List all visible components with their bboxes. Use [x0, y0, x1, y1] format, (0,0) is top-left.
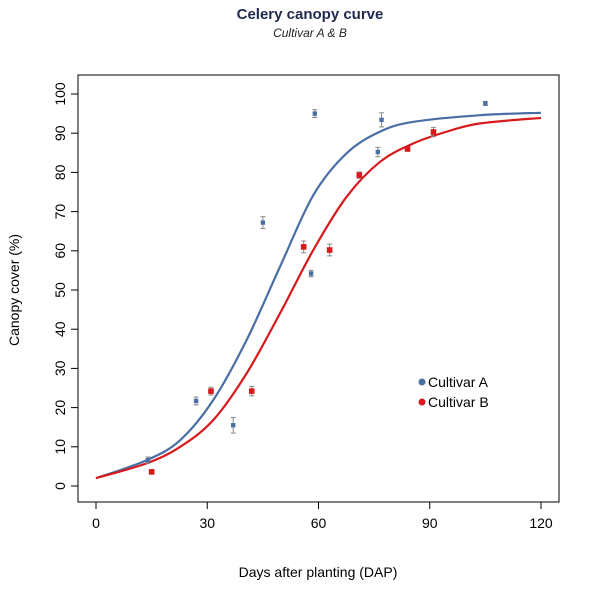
- point-marker: [404, 146, 411, 152]
- data-point-cultivar-b: [208, 386, 214, 396]
- y-axis-label: Canopy cover (%): [6, 234, 22, 346]
- legend-label: Cultivar A: [428, 374, 489, 390]
- x-tick-label: 0: [92, 515, 100, 531]
- y-tick-label: 70: [52, 204, 68, 220]
- data-point-cultivar-a: [230, 416, 236, 434]
- point-marker: [148, 469, 155, 475]
- point-marker: [326, 247, 333, 253]
- point-marker: [193, 398, 199, 404]
- point-marker: [260, 220, 266, 225]
- x-tick-label: 60: [311, 515, 327, 531]
- y-tick-label: 90: [52, 125, 68, 141]
- y-tick-label: 10: [52, 439, 68, 455]
- legend-label: Cultivar B: [428, 394, 489, 410]
- y-tick-label: 60: [52, 243, 68, 259]
- chart-title: Celery canopy curve: [237, 6, 384, 23]
- x-tick-label: 90: [422, 515, 438, 531]
- data-point-cultivar-a: [308, 269, 314, 278]
- point-marker: [145, 457, 151, 463]
- data-point-cultivar-b: [248, 385, 255, 397]
- point-marker: [375, 149, 381, 155]
- data-point-cultivar-a: [375, 146, 381, 158]
- point-marker: [300, 244, 307, 250]
- point-marker: [379, 117, 384, 123]
- point-marker: [356, 172, 363, 178]
- y-tick-label: 40: [52, 321, 68, 337]
- data-point-cultivar-a: [312, 109, 318, 119]
- legend: Cultivar A Cultivar B: [418, 374, 489, 410]
- point-marker: [430, 129, 437, 135]
- data-point-cultivar-b: [148, 469, 155, 475]
- data-point-cultivar-a: [482, 100, 488, 106]
- y-tick-label: 50: [52, 282, 68, 298]
- chart-subtitle: Cultivar A & B: [273, 26, 347, 40]
- x-tick-label: 30: [199, 515, 215, 531]
- x-axis-label: Days after planting (DAP): [239, 564, 398, 580]
- data-point-cultivar-a: [145, 456, 151, 464]
- y-tick-label: 80: [52, 164, 68, 180]
- point-marker: [231, 423, 236, 428]
- legend-marker: [418, 378, 426, 386]
- y-tick-label: 100: [52, 82, 68, 106]
- point-marker: [312, 111, 317, 116]
- y-tick-label: 0: [52, 482, 68, 490]
- y-tick-label: 30: [52, 360, 68, 376]
- data-point-cultivar-b: [326, 243, 333, 257]
- fit-curve-cultivar-a: [95, 111, 542, 480]
- point-marker: [248, 388, 255, 394]
- point-marker: [308, 271, 314, 276]
- fit-curve-cultivar-b: [95, 116, 542, 480]
- point-marker: [483, 101, 488, 106]
- legend-marker: [418, 398, 426, 406]
- data-point-cultivar-a: [193, 396, 199, 406]
- x-tick-label: 120: [529, 515, 553, 531]
- y-tick-label: 20: [52, 400, 68, 416]
- plot-frame: [77, 74, 560, 503]
- data-point-cultivar-b: [356, 171, 363, 179]
- data-point-cultivar-b: [430, 126, 437, 138]
- data-point-cultivar-a: [260, 216, 266, 229]
- data-point-cultivar-a: [379, 112, 385, 128]
- point-marker: [208, 388, 214, 394]
- data-point-cultivar-b: [404, 146, 411, 152]
- data-point-cultivar-b: [300, 240, 307, 254]
